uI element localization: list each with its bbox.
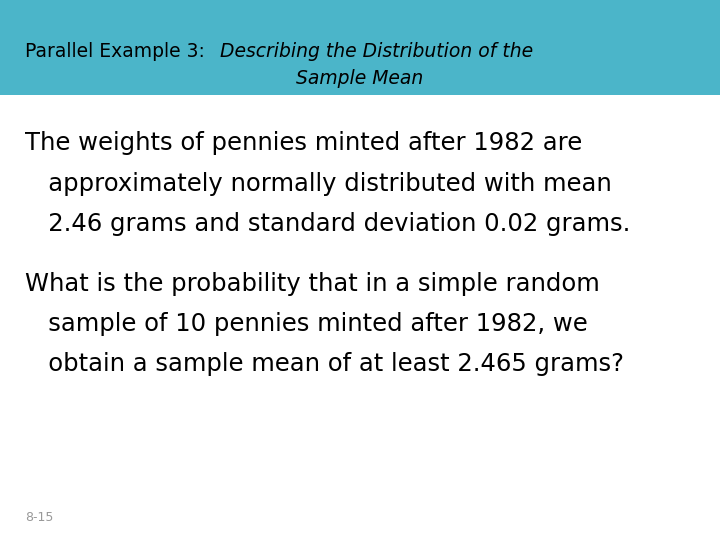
Text: 8-15: 8-15 [25,511,53,524]
Text: What is the probability that in a simple random: What is the probability that in a simple… [25,272,600,295]
Text: Describing the Distribution of the: Describing the Distribution of the [220,42,533,61]
Text: 2.46 grams and standard deviation 0.02 grams.: 2.46 grams and standard deviation 0.02 g… [25,212,631,236]
Text: approximately normally distributed with mean: approximately normally distributed with … [25,172,612,195]
Text: sample of 10 pennies minted after 1982, we: sample of 10 pennies minted after 1982, … [25,312,588,336]
Text: The weights of pennies minted after 1982 are: The weights of pennies minted after 1982… [25,131,582,155]
Text: obtain a sample mean of at least 2.465 grams?: obtain a sample mean of at least 2.465 g… [25,353,624,376]
Text: Parallel Example 3:: Parallel Example 3: [25,42,217,61]
Text: Sample Mean: Sample Mean [297,69,423,88]
